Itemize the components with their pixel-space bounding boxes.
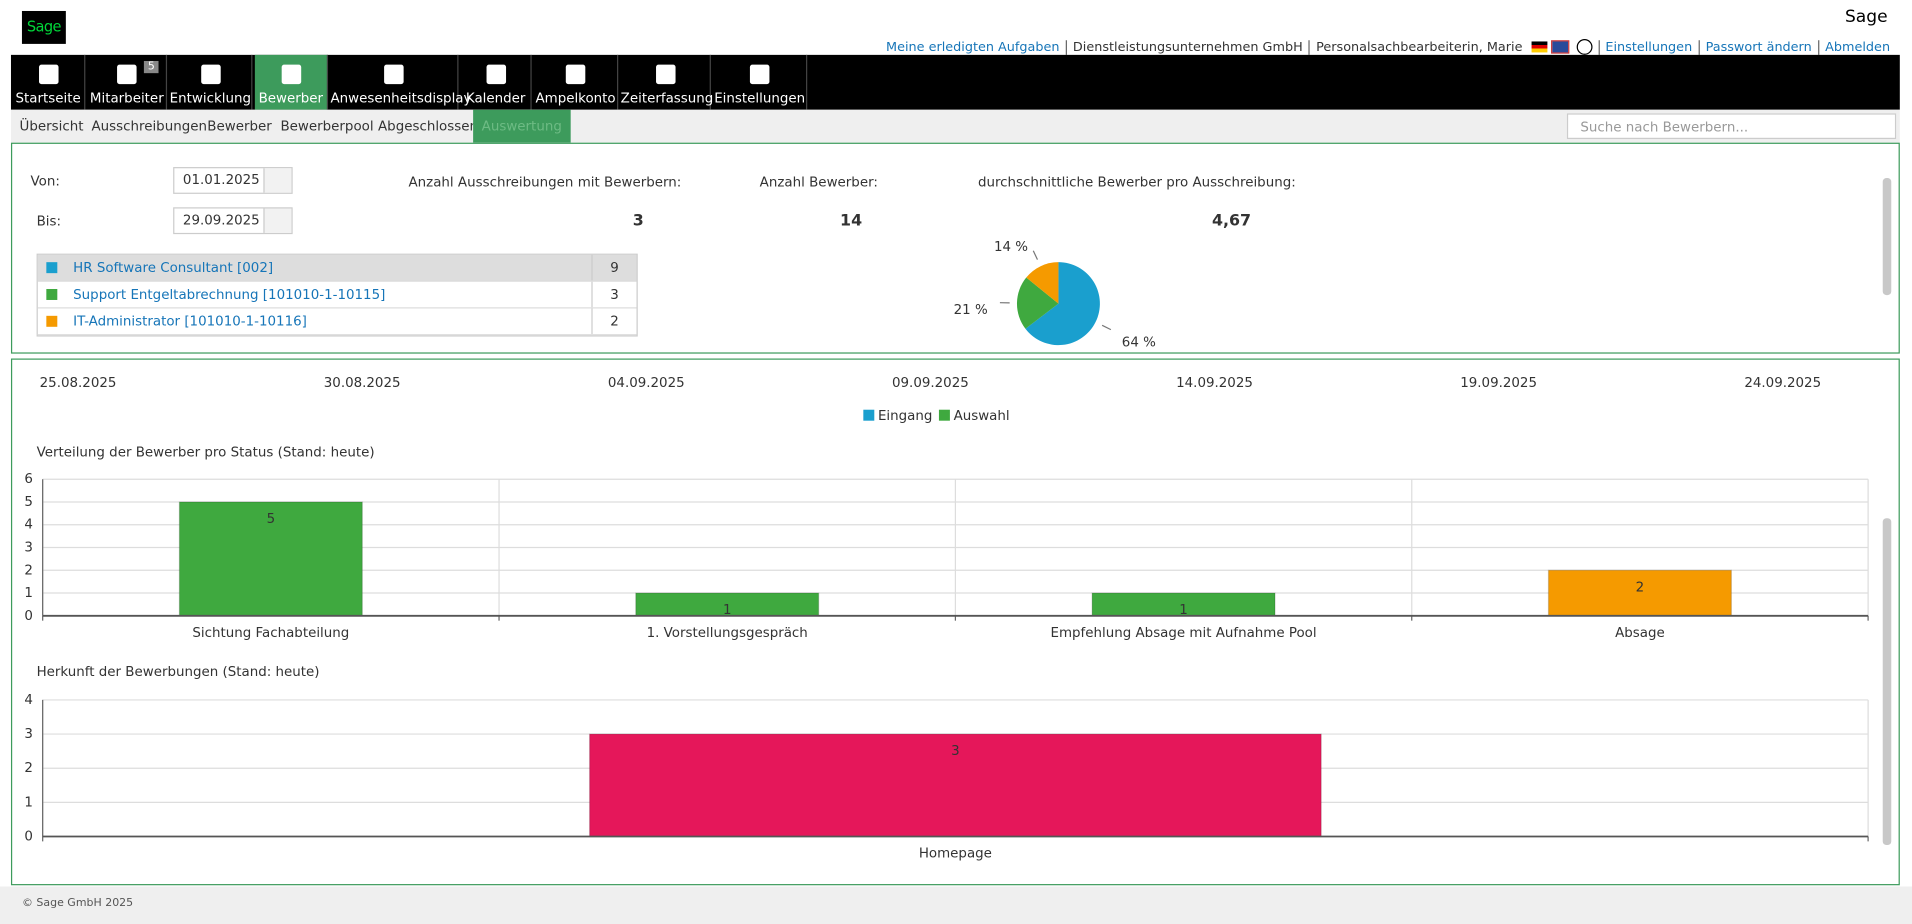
table-row[interactable]: Support Entgeltabrechnung [101010-1-1011… [37,281,637,309]
nav-label: Zeiterfassung [620,90,714,107]
color-square [46,315,58,327]
to-date-text: 29.09.2025 [182,212,260,229]
flag-de[interactable] [1531,41,1547,53]
from-label: Von: [30,173,60,190]
nav-badge: 5 [144,60,159,74]
nav-item[interactable]: Anwesenheitsdisplay [330,54,472,110]
nav-icon [281,64,301,85]
footer: © Sage GmbH 2025 [0,886,1912,924]
stat-label: Anzahl Ausschreibungen mit Bewerbern: [408,174,682,191]
color-square [46,288,58,300]
header-links: Meine erledigten Aufgaben Dienstleistungs… [880,39,1896,55]
sub-nav-item[interactable]: Bewerber [207,118,272,135]
header-link: Dienstleistungsunternehmen GmbH [1065,39,1309,55]
sub-nav-item[interactable]: Übersicht [19,118,84,135]
nav-icon [200,64,221,85]
posting-name[interactable]: HR Software Consultant [002] [73,259,274,276]
nav-item[interactable]: Zeiterfassung [620,54,714,110]
search-box[interactable]: Suche nach Bewerbern... [1566,113,1897,140]
posting-count: 9 [591,254,636,281]
sub-nav-item[interactable]: Auswertung [473,109,571,143]
nav-item[interactable]: Einstellungen [713,54,808,110]
nav-icon [38,64,58,85]
nav-label: Startseite [15,90,81,107]
posting-count: 2 [591,308,636,335]
to-date[interactable]: 29.09.2025 [173,207,293,235]
nav-label: Kalender [465,90,526,107]
posting-name[interactable]: Support Entgeltabrechnung [101010-1-1011… [73,286,386,303]
header-link[interactable]: Abmelden [1817,39,1896,55]
nav-icon [655,64,675,85]
table-row[interactable]: HR Software Consultant [002] 9 [37,254,637,282]
nav-label: Anwesenheitsdisplay [330,90,472,107]
nav-item[interactable]: Ampelkonto [534,54,619,110]
to-label: Bis: [36,213,62,230]
scrollbar[interactable] [1882,178,1892,296]
nav-icon [117,64,137,85]
stat-value: 4,67 [1211,212,1252,231]
main-nav: Startseite Mitarbeiter 5 Entwicklung Bewerbe… [10,54,1900,110]
summary-panel [10,142,1900,354]
from-date-text: 01.01.2025 [182,171,260,188]
flag-uk[interactable] [1550,40,1569,54]
help-icon[interactable] [1576,39,1592,55]
nav-item[interactable]: Mitarbeiter 5 [88,54,168,110]
header-link[interactable]: Einstellungen [1598,39,1698,55]
nav-item[interactable]: Entwicklung [169,54,253,110]
nav-item[interactable]: Bewerber [254,54,329,110]
stat-label: durchschnittliche Bewerber pro Ausschrei… [977,174,1296,191]
header-link[interactable]: Passwort ändern [1698,39,1818,55]
nav-icon [485,64,506,85]
calendar-icon[interactable] [263,208,292,233]
nav-label: Entwicklung [169,90,252,107]
stat-label: Anzahl Bewerber: [759,174,878,191]
posting-count: 3 [591,281,636,308]
stat-value: 14 [840,212,863,231]
table-row[interactable]: IT-Administrator [101010-1-10116] 2 [37,308,637,336]
nav-label: Bewerber [258,90,324,107]
postings-table: HR Software Consultant [002] 9 Support Ent… [36,253,638,337]
nav-icon [384,64,404,85]
nav-icon [565,64,586,85]
sub-nav-item[interactable]: Bewerberpool [280,118,374,135]
calendar-icon[interactable] [263,168,292,193]
nav-item[interactable]: Kalender [461,54,532,110]
sub-nav-item[interactable]: Ausschreibungen [91,118,207,135]
from-date[interactable]: 01.01.2025 [173,167,293,194]
header-link: Personalsachbearbeiterin, Marie [1308,39,1529,55]
scrollbar[interactable] [1882,518,1892,846]
nav-label: Mitarbeiter [89,90,164,107]
nav-item[interactable]: Startseite [12,54,86,110]
charts-panel [10,358,1900,886]
logo[interactable]: Sage [21,10,66,44]
nav-icon [749,64,770,85]
nav-label: Einstellungen [714,90,806,107]
nav-label: Ampelkonto [535,90,616,107]
header-link[interactable]: Meine erledigten Aufgaben [886,39,1060,55]
color-square [46,262,58,274]
brand-text: Sage [1844,7,1888,27]
stat-value: 3 [632,212,644,231]
posting-name[interactable]: IT-Administrator [101010-1-10116] [73,313,307,330]
sub-nav-item[interactable]: Abgeschlossen [378,118,479,135]
